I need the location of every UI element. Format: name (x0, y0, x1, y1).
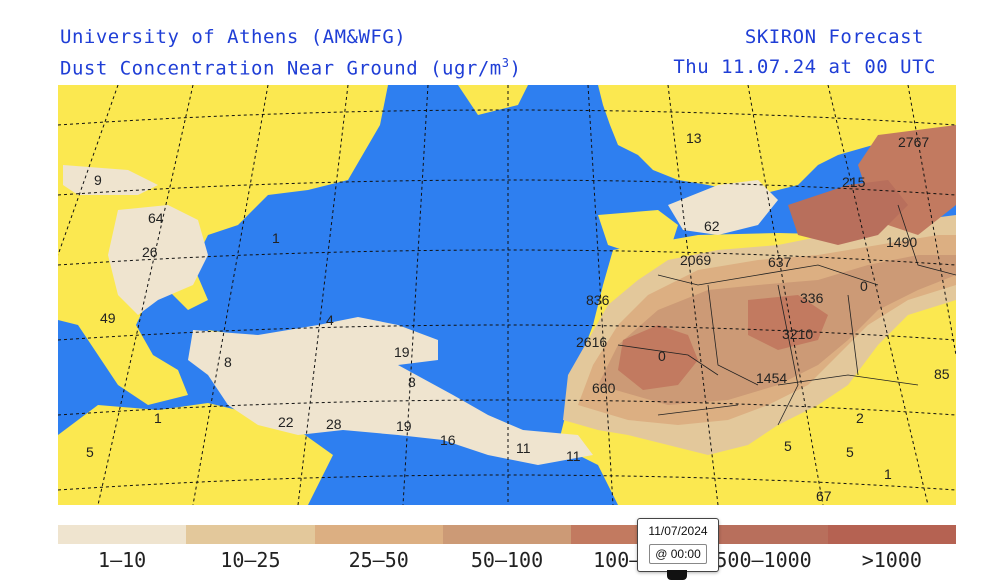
dust-middle-east (788, 180, 908, 245)
dust-value-label: 4 (326, 312, 334, 328)
dust-value-label: 85 (934, 366, 950, 382)
dust-value-label: 836 (586, 292, 610, 308)
dust-value-label: 22 (278, 414, 294, 430)
dust-value-label: 215 (842, 174, 866, 190)
time-slider-tooltip: 11/07/2024 @ 00:00 (637, 518, 719, 572)
dust-value-label: 49 (100, 310, 116, 326)
land-europe (598, 85, 956, 195)
legend-swatch-4 (442, 525, 572, 544)
dust-value-label: 637 (768, 254, 792, 270)
dust-value-label: 62 (704, 218, 720, 234)
dust-value-label: 8 (224, 354, 232, 370)
legend-label: 1–10 (98, 548, 147, 572)
map-title-product: Dust Concentration Near Ground (ugr/m3) (60, 56, 521, 79)
product-unit-exponent: 3 (501, 56, 510, 70)
dust-value-label: 2069 (680, 252, 711, 268)
dust-value-label: 1 (154, 410, 162, 426)
dust-value-label: 19 (396, 418, 412, 434)
dust-value-label: 67 (816, 488, 832, 504)
legend-swatch-2 (186, 525, 315, 544)
legend-swatch-1 (58, 525, 187, 544)
dust-mediterranean (668, 180, 778, 235)
dust-sahara-peak-center (748, 295, 828, 350)
legend-swatch-6 (699, 525, 828, 544)
dust-value-label: 0 (658, 348, 666, 364)
legend-label: >1000 (861, 548, 922, 572)
tooltip-time: @ 00:00 (649, 544, 707, 564)
dust-value-label: 1490 (886, 234, 917, 250)
graticule (58, 85, 956, 505)
dust-value-label: 11 (566, 448, 581, 464)
product-prefix: Dust Concentration Near Ground (ugr/m (60, 57, 502, 80)
dust-value-label: 2616 (576, 334, 607, 350)
dust-sahara-peak-west (618, 325, 698, 390)
dust-value-label: 3210 (782, 326, 813, 342)
dust-value-label: 9 (94, 172, 102, 188)
dust-value-label: 13 (686, 130, 702, 146)
dust-value-label: 2 (856, 410, 864, 426)
dust-value-label: 1 (272, 230, 280, 246)
dust-value-label: 8 (408, 374, 416, 390)
dust-value-label: 28 (326, 416, 342, 432)
dust-value-label: 1 (884, 466, 892, 482)
legend-label: 500–1000 (715, 548, 812, 572)
land-north-america (58, 85, 388, 405)
dust-value-label: 0 (860, 278, 868, 294)
dust-forecast-map: 9 64 26 1 49 4 8 19 8 1 22 28 19 16 11 1… (58, 85, 956, 505)
forecast-model: SKIRON Forecast (744, 26, 924, 48)
color-scale-legend (58, 525, 956, 544)
dust-value-label: 19 (394, 344, 410, 360)
dust-value-label: 1454 (756, 370, 787, 386)
legend-labels: 1–10 10–25 25–50 50–100 100–250 500–1000… (58, 548, 956, 572)
dust-value-label: 26 (142, 244, 158, 260)
legend-label: 10–25 (220, 548, 281, 572)
dust-value-label: 2767 (898, 134, 929, 150)
product-suffix: ) (509, 57, 522, 80)
tooltip-date: 11/07/2024 (648, 524, 708, 538)
legend-swatch-3 (314, 525, 443, 544)
forecast-valid-time: Thu 11.07.24 at 00 UTC (673, 56, 936, 78)
legend-label: 25–50 (348, 548, 409, 572)
land-greenland (458, 85, 528, 115)
map-title-organization: University of Athens (AM&WFG) (60, 26, 407, 48)
dust-value-label: 16 (440, 432, 456, 448)
dust-value-label: 5 (784, 438, 792, 454)
legend-label: 50–100 (470, 548, 544, 572)
dust-value-label: 5 (86, 444, 94, 460)
dust-value-label: 11 (516, 440, 531, 456)
dust-plume-atlantic (188, 317, 593, 465)
dust-value-label: 5 (846, 444, 854, 460)
legend-swatch-7 (827, 525, 956, 544)
dust-value-label: 660 (592, 380, 616, 396)
dust-value-label: 336 (800, 290, 824, 306)
country-borders (617, 204, 956, 426)
time-slider-handle[interactable] (667, 570, 687, 580)
dust-value-label: 64 (148, 210, 164, 226)
dust-gulf-mexico (108, 205, 208, 315)
